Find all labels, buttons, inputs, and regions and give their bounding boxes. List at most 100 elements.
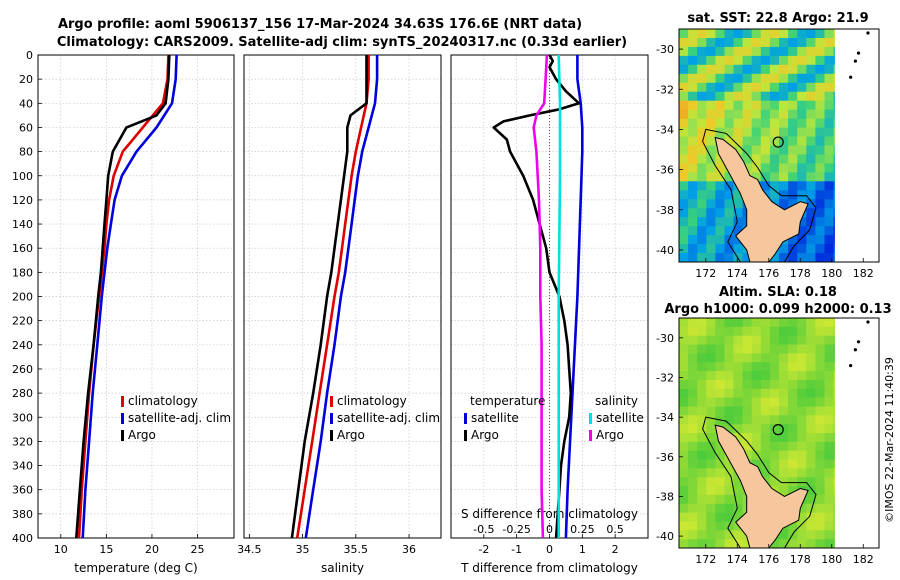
series-line-temperature-Argo: [492, 54, 581, 539]
map-cell: [769, 424, 780, 434]
map-cell: [833, 100, 836, 111]
map-cell: [742, 406, 753, 416]
map-cell: [815, 73, 825, 84]
legend-swatch: [121, 413, 124, 424]
map-cell: [788, 441, 798, 452]
map-x-tick-label: 182: [853, 267, 874, 280]
map-cell: [688, 468, 698, 478]
map-cell: [760, 441, 771, 452]
map-cell: [760, 379, 771, 390]
map-cell: [706, 468, 716, 478]
legend-swatch: [121, 430, 124, 441]
map-cell: [724, 415, 735, 425]
map-cell: [706, 433, 716, 443]
map-cell: [833, 388, 836, 399]
map-cell: [797, 512, 807, 522]
map-y-tick-label: -32: [656, 371, 674, 384]
map-cell: [824, 530, 835, 540]
map-cell: [833, 172, 836, 182]
map-cell: [779, 127, 789, 138]
map-cell: [806, 172, 816, 182]
map-cell: [706, 91, 716, 102]
map-cell: [724, 181, 735, 191]
map-cell: [697, 181, 707, 191]
map-cell: [715, 199, 725, 209]
map-cell: [797, 136, 807, 146]
map-cell: [688, 46, 698, 57]
map-cell: [779, 199, 789, 209]
map-cell: [769, 388, 780, 399]
legend-title-salinity: salinity: [595, 394, 638, 408]
map-cell: [769, 362, 780, 372]
map-cell: [815, 318, 825, 328]
map-cell: [779, 353, 789, 363]
map-cell: [824, 433, 835, 443]
map-cell: [769, 154, 780, 164]
map-cell: [824, 477, 835, 487]
map-cell: [688, 199, 698, 209]
map-cell: [697, 82, 707, 93]
map-x-tick-label: 172: [695, 267, 716, 280]
map-cell: [679, 73, 689, 84]
map-cell: [824, 450, 835, 460]
map-cell: [833, 253, 836, 263]
map-cell: [697, 362, 707, 372]
map-cell: [742, 397, 753, 407]
land-north-island: [714, 424, 809, 549]
map-cell: [697, 318, 707, 328]
map-cell: [706, 486, 716, 496]
map-cell: [679, 29, 689, 39]
map-cell: [679, 494, 689, 505]
map-cell: [706, 127, 716, 138]
land-north-island: [714, 136, 809, 263]
title-line-1: Argo profile: aoml 5906137_156 17-Mar-20…: [58, 17, 582, 32]
map-cell: [715, 109, 725, 120]
map-cell: [679, 64, 689, 75]
map-cell: [806, 109, 816, 120]
map-cell: [742, 362, 753, 372]
map-cell: [688, 433, 698, 443]
map-cell: [815, 406, 825, 416]
map-cell: [697, 494, 707, 505]
map-cell: [688, 127, 698, 138]
map-cell: [715, 326, 725, 337]
map-cell: [788, 318, 798, 328]
map-cell: [742, 64, 753, 75]
x-tick-label: 34.5: [237, 543, 262, 556]
map-cell: [806, 163, 816, 173]
map-cell: [715, 318, 725, 328]
map-cell: [833, 521, 836, 531]
legend-label: climatology: [337, 394, 407, 408]
map-cell: [751, 362, 762, 372]
map-cell: [824, 406, 835, 416]
map-cell: [788, 82, 798, 93]
legend-swatch: [589, 430, 592, 441]
x-tick-label: 1: [579, 543, 586, 556]
map-cell: [697, 397, 707, 407]
map-cell: [760, 371, 771, 381]
map-x-tick-label: 174: [727, 553, 748, 566]
series-line-salinity-Argo: [532, 54, 549, 539]
map-cell: [679, 388, 689, 399]
y-tick-label: 100: [12, 170, 33, 183]
map-cell: [779, 335, 789, 345]
map-cell: [815, 362, 825, 372]
map-x-tick-label: 172: [695, 553, 716, 566]
map-cell: [742, 326, 753, 337]
map-cell: [733, 73, 744, 84]
map-y-tick-label: -36: [656, 164, 674, 177]
map-cell: [724, 73, 735, 84]
map-cell: [797, 217, 807, 227]
map-cell: [706, 397, 716, 407]
map-cell: [806, 73, 816, 84]
map-cell: [688, 163, 698, 173]
y-tick-label: 0: [26, 49, 33, 62]
map-cell: [706, 217, 716, 227]
map-cell: [806, 397, 816, 407]
map-cell: [806, 459, 816, 469]
map-cell: [679, 55, 689, 66]
map-cell: [688, 64, 698, 75]
map-cell: [760, 318, 771, 328]
map-cell: [797, 190, 807, 200]
